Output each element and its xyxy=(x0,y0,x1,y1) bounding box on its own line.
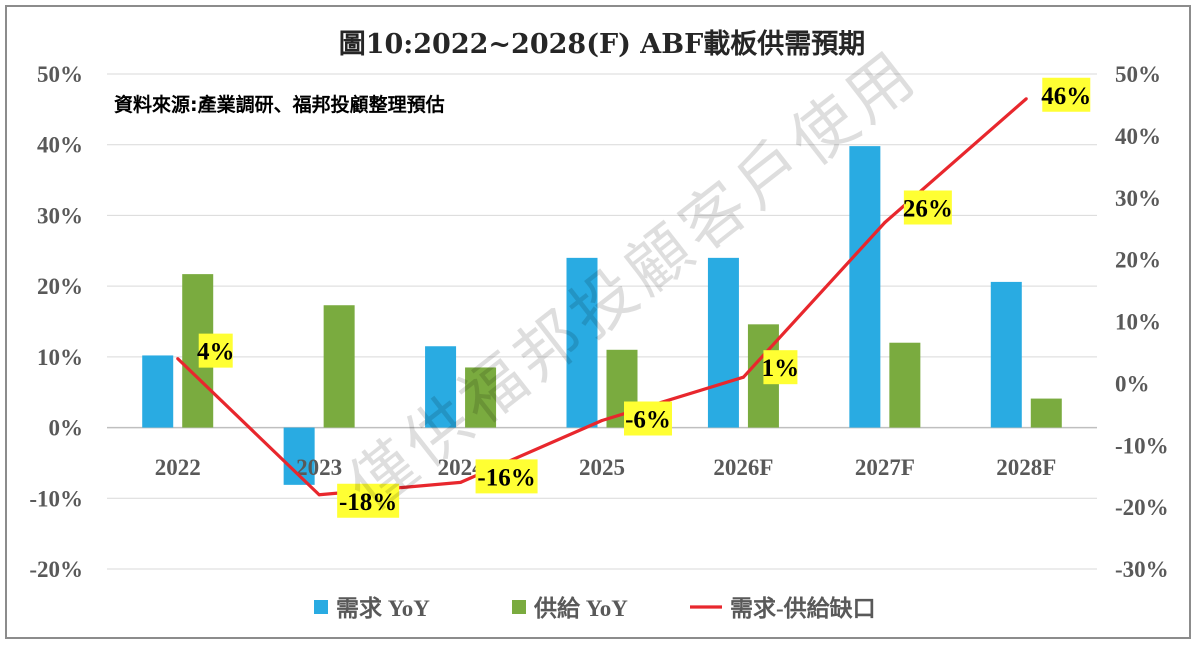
demand-yoy-bar xyxy=(707,257,739,428)
gap-label-text: -18% xyxy=(339,489,397,516)
category-label: 2026F xyxy=(713,455,773,480)
left-axis-tick-label: 50% xyxy=(37,62,83,87)
gap-label-highlight xyxy=(337,483,400,518)
gap-data-label: -6% xyxy=(624,401,672,436)
right-axis-tick-label: 30% xyxy=(1115,186,1161,211)
gap-label-highlight xyxy=(1042,77,1091,112)
left-axis-tick-label: 40% xyxy=(37,133,83,158)
category-label: 2028F xyxy=(996,455,1056,480)
left-axis-tick-label: -20% xyxy=(29,557,83,582)
gap-point xyxy=(883,221,887,224)
supply-yoy-bar xyxy=(323,305,355,428)
gap-point xyxy=(317,493,321,497)
gap-data-label: -16% xyxy=(475,459,538,494)
legend-item: 需求 YoY xyxy=(314,596,430,621)
demand-yoy-bar xyxy=(566,257,598,428)
right-axis-tick-label: 50% xyxy=(1115,62,1161,87)
source-note: 資料來源:產業調研、福邦投顧整理預估 xyxy=(114,93,445,116)
supply-yoy-bar xyxy=(465,367,497,428)
demand-yoy-bar xyxy=(142,355,174,428)
left-axis-tick-label: 10% xyxy=(37,345,83,370)
left-axis-tick-label: -10% xyxy=(29,486,83,511)
legend-label: 需求-供給缺口 xyxy=(730,595,876,621)
right-axis-tick-label: 0% xyxy=(1115,371,1150,396)
gap-data-label: 4% xyxy=(197,333,235,368)
gap-label-highlight xyxy=(903,190,952,225)
category-label: 2027F xyxy=(855,455,915,480)
gridlines xyxy=(107,73,1097,570)
chart: -20% -10% 0% 10% 20% 30% 40% 50% -30% -20% -10% 0% 1… xyxy=(29,29,1168,621)
gap-label-text: 46% xyxy=(1041,83,1091,110)
category-label: 2025 xyxy=(579,455,625,480)
legend-item: 需求-供給缺口 xyxy=(690,595,876,621)
right-axis-tick-label: 20% xyxy=(1115,248,1161,273)
gap-label-text: -16% xyxy=(477,464,535,491)
right-axis-tick-label: -10% xyxy=(1115,433,1169,458)
demand-yoy-bar xyxy=(849,146,881,428)
gap-label-text: 1% xyxy=(762,355,800,382)
gap-label-highlight xyxy=(475,459,538,494)
gap-label-text: 4% xyxy=(197,339,235,366)
gap-label-highlight xyxy=(624,401,672,436)
gap-label-text: 26% xyxy=(903,196,953,223)
demand-yoy-bar xyxy=(425,346,457,428)
right-axis-tick-label: -30% xyxy=(1115,557,1169,582)
supply-yoy-bar xyxy=(1030,398,1062,428)
gap-data-label: -18% xyxy=(337,483,400,518)
gap-label-highlight xyxy=(763,350,798,385)
gap-data-label: 1% xyxy=(762,350,800,385)
category-label: 2022 xyxy=(155,455,201,480)
gap-point xyxy=(459,480,463,484)
legend-swatch xyxy=(512,600,526,614)
gap-data-label: 26% xyxy=(903,190,953,225)
chart-frame: -20% -10% 0% 10% 20% 30% 40% 50% -30% -20% -10% 0% 1… xyxy=(5,5,1191,639)
legend-label: 需求 YoY xyxy=(336,596,430,621)
gap-point xyxy=(1024,97,1028,101)
axes: -20% -10% 0% 10% 20% 30% 40% 50% -30% -20% -10% 0% 1… xyxy=(29,62,1168,582)
demand-yoy-bar xyxy=(990,281,1022,428)
right-axis-tick-label: 40% xyxy=(1115,124,1161,149)
gap-point xyxy=(176,357,180,361)
supply-yoy-bar xyxy=(889,342,921,428)
data-labels: 4% -18% -16% -6% 1% 26% 46% xyxy=(197,77,1091,518)
gap-data-label: 46% xyxy=(1041,77,1091,112)
gap-line-series xyxy=(176,97,1028,497)
gap-point xyxy=(741,375,745,379)
category-label: 2023 xyxy=(296,455,342,480)
right-axis-tick-label: -20% xyxy=(1115,495,1169,520)
right-axis-tick-label: 10% xyxy=(1115,310,1161,335)
chart-title: 圖10:2022~2028(F) ABF載板供需預期 xyxy=(339,29,866,60)
gap-label-highlight xyxy=(198,333,233,368)
bar-series xyxy=(142,146,1062,485)
gap-label-text: -6% xyxy=(625,407,671,434)
legend: 需求 YoY 供給 YoY 需求-供給缺口 xyxy=(314,595,876,621)
legend-label: 供給 YoY xyxy=(533,595,628,621)
left-axis-tick-label: 20% xyxy=(37,274,83,299)
left-axis-tick-label: 0% xyxy=(49,416,84,441)
legend-item: 供給 YoY xyxy=(512,595,628,621)
left-axis-tick-label: 30% xyxy=(37,203,83,228)
legend-swatch xyxy=(314,600,328,614)
gap-point xyxy=(600,419,604,422)
